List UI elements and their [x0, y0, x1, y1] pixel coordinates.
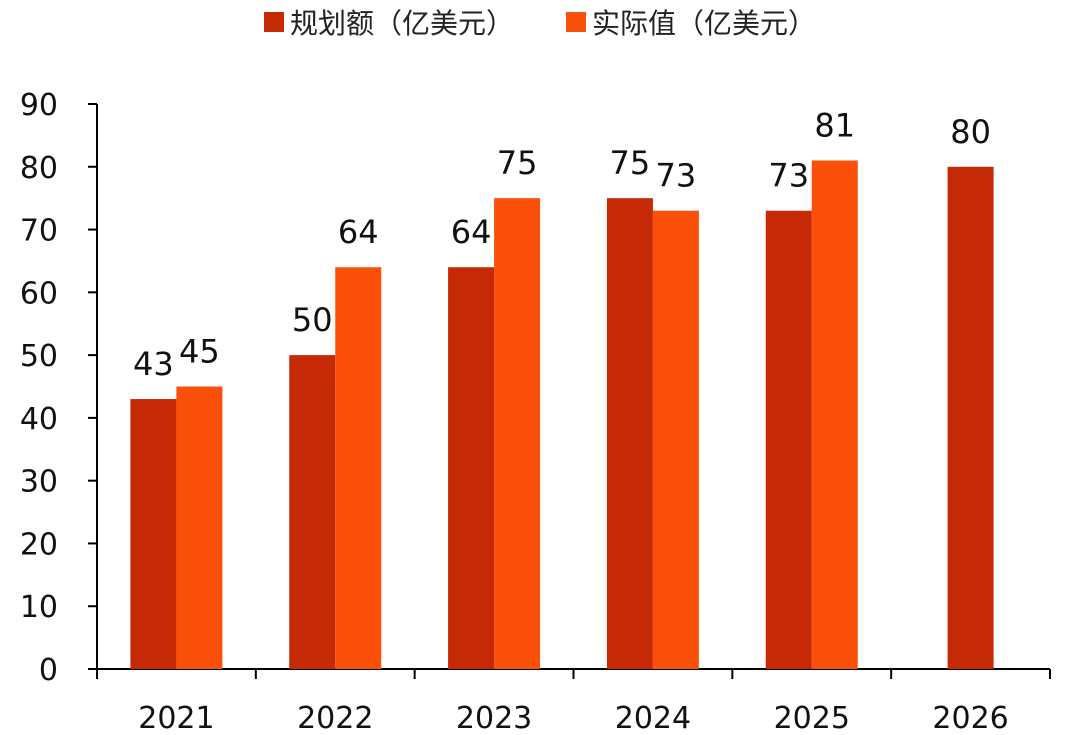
bar-planned-2023	[448, 267, 495, 669]
bar-actual-2024	[652, 210, 699, 669]
bar-planned-2021	[130, 399, 177, 669]
y-tick-label: 10	[20, 590, 58, 625]
y-tick-label: 30	[20, 465, 58, 500]
chart-legend: 规划额（亿美元） 实际值（亿美元）	[0, 0, 1080, 44]
data-label-actual-2024: 73	[656, 157, 697, 195]
x-tick-label-2024: 2024	[615, 701, 691, 735]
bar-planned-2025	[765, 210, 812, 669]
legend-item-planned: 规划额（亿美元）	[263, 2, 514, 42]
bar-actual-2025	[811, 160, 858, 669]
legend-label-planned: 规划额（亿美元）	[289, 7, 514, 40]
data-label-actual-2023: 75	[497, 144, 538, 182]
legend-swatch-actual	[566, 12, 586, 32]
data-label-planned-2023: 64	[451, 213, 492, 251]
data-label-actual-2021: 45	[179, 333, 220, 371]
y-tick-label: 20	[20, 527, 58, 562]
bar-actual-2022	[335, 267, 382, 669]
x-axis: 2021 2022 2023 2024 2025 2026	[96, 668, 1051, 735]
data-label-actual-2025: 81	[814, 107, 855, 145]
x-tick-label-2022: 2022	[297, 701, 373, 735]
data-label-planned-2022: 50	[292, 301, 333, 339]
x-tick-label-2023: 2023	[456, 701, 532, 735]
legend-label-actual: 实际值（亿美元）	[592, 7, 817, 40]
data-label-planned-2025: 73	[768, 157, 809, 195]
legend-swatch-planned	[263, 12, 284, 32]
x-tick-label-2021: 2021	[138, 701, 214, 735]
data-label-planned-2026: 80	[950, 113, 991, 151]
x-tick-label-2026: 2026	[932, 701, 1008, 735]
bar-actual-2023	[494, 198, 541, 669]
data-label-planned-2021: 43	[133, 345, 174, 383]
bar-actual-2021	[176, 386, 223, 669]
data-label-planned-2024: 75	[610, 144, 651, 182]
bars	[130, 160, 994, 669]
y-tick-label: 90	[20, 88, 58, 123]
y-tick-label: 0	[39, 653, 58, 688]
x-tick-label-2025: 2025	[774, 701, 850, 735]
bar-planned-2022	[289, 355, 336, 669]
y-tick-label: 50	[20, 339, 58, 374]
y-axis: 0 10 20 30 40 50 60 70 80 90	[20, 88, 98, 688]
data-label-actual-2022: 64	[338, 213, 379, 251]
y-tick-label: 40	[20, 402, 58, 437]
bar-planned-2024	[606, 198, 653, 669]
y-tick-label: 60	[20, 276, 58, 311]
y-tick-label: 80	[20, 151, 58, 186]
bar-planned-2026	[947, 166, 994, 669]
y-tick-label: 70	[20, 214, 58, 249]
legend-item-actual: 实际值（亿美元）	[566, 2, 816, 42]
